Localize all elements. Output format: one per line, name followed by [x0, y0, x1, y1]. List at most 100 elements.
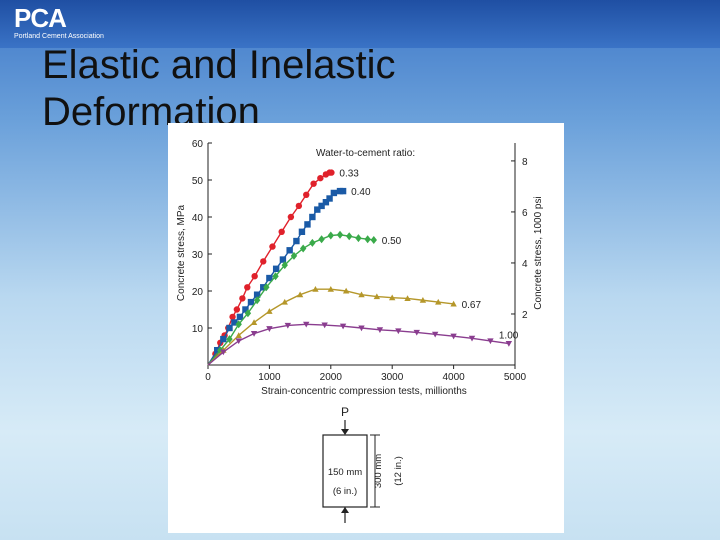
y-tick-label: 30: [192, 250, 204, 261]
data-point-square: [330, 189, 338, 197]
data-point-circle: [295, 202, 303, 210]
series-0-40: 0.40: [207, 187, 371, 366]
data-point-diamond: [281, 261, 288, 270]
data-point-triangle-up: [358, 291, 365, 298]
x-tick-label: 1000: [258, 372, 281, 383]
data-point-diamond: [318, 235, 325, 244]
data-point-square: [326, 195, 333, 202]
series-label: 0.50: [382, 236, 402, 247]
data-point-circle: [303, 191, 310, 198]
data-point-triangle-down: [358, 325, 365, 332]
data-point-diamond: [327, 231, 334, 240]
data-point-triangle-up: [266, 308, 273, 314]
data-point-diamond: [217, 346, 224, 355]
figure-panel: 0 1000 2000 3000 4000 5000 10 20 30 40 50 60 2 4 6 8 0.…: [168, 123, 564, 533]
x-tick-label: 5000: [504, 372, 527, 383]
data-point-circle: [317, 174, 324, 182]
data-point-triangle-down: [395, 328, 402, 335]
bottom-load-arrowhead-icon: [341, 507, 349, 513]
data-point-square: [247, 298, 255, 306]
data-point-square: [318, 202, 325, 210]
axes: 0 1000 2000 3000 4000 5000 10 20 30 40 50 60 2 4 6 8: [192, 139, 528, 383]
y-tick-label: 50: [192, 176, 204, 187]
data-point-diamond: [346, 232, 353, 241]
data-point-circle: [278, 228, 285, 235]
data-point-circle: [310, 180, 317, 187]
series-0-67: 0.67: [207, 285, 482, 366]
x-tick-label: 0: [205, 372, 211, 383]
x-axis-label: Strain-concentric compression tests, mil…: [261, 386, 467, 397]
data-point-square: [253, 291, 261, 298]
series-line: [207, 323, 509, 366]
pca-logo: PCA Portland Cement Association: [14, 4, 104, 41]
data-point-circle: [251, 273, 258, 280]
series-1-00: 1.00: [207, 321, 519, 366]
data-point-square: [293, 237, 300, 245]
data-point-triangle-down: [413, 329, 420, 336]
data-point-triangle-up: [342, 287, 350, 294]
data-point-triangle-down: [468, 335, 476, 342]
load-label-p: P: [341, 405, 349, 419]
x-tick-label: 4000: [442, 372, 465, 383]
logo-subtext: Portland Cement Association: [14, 33, 104, 40]
data-point-triangle-up: [281, 298, 288, 305]
data-point-diamond: [299, 244, 307, 253]
y-tick-label: 40: [192, 213, 204, 224]
data-point-square: [236, 313, 244, 321]
y2-tick-label: 4: [522, 259, 528, 270]
top-load-arrowhead-icon: [341, 429, 349, 435]
width-label-mm: 150 mm: [328, 467, 362, 478]
data-point-diamond: [364, 235, 371, 244]
data-point-triangle-down: [487, 338, 494, 345]
data-point-triangle-down: [376, 327, 384, 334]
data-point-square: [220, 335, 227, 343]
data-point-diamond: [355, 234, 362, 243]
data-point-square: [314, 206, 321, 213]
y-tick-label: 20: [192, 287, 204, 298]
data-point-diamond: [253, 296, 261, 305]
data-point-square: [266, 274, 273, 282]
data-point-triangle-up: [312, 285, 319, 292]
cylinder-specimen: [322, 434, 368, 508]
data-point-circle: [269, 243, 276, 250]
data-point-square: [286, 247, 293, 254]
data-point-triangle-down: [220, 349, 227, 356]
series-label: 0.40: [351, 187, 371, 198]
y2-tick-label: 8: [522, 157, 528, 168]
data-point-diamond: [272, 272, 279, 281]
data-point-triangle-down: [284, 322, 292, 329]
data-point-triangle-down: [235, 338, 242, 345]
data-point-triangle-down: [339, 323, 347, 330]
data-point-triangle-up: [327, 285, 334, 292]
series-group: 0.33 0.40 0.50 0.67 1.00: [207, 169, 519, 366]
data-point-square: [272, 265, 280, 272]
data-point-triangle-down: [321, 322, 328, 329]
data-point-circle: [287, 213, 295, 221]
data-point-square: [242, 306, 249, 313]
data-point-square: [322, 199, 330, 206]
data-point-circle: [244, 284, 251, 291]
data-point-triangle-down: [505, 340, 513, 347]
data-point-triangle-up: [435, 298, 442, 305]
data-point-square: [279, 256, 287, 263]
header-bar: [0, 0, 720, 48]
series-line: [207, 288, 454, 366]
y-tick-label: 60: [192, 139, 204, 150]
height-label-in: (12 in.): [393, 456, 404, 486]
data-point-square: [339, 187, 347, 195]
data-point-circle: [328, 169, 335, 176]
data-point-square: [226, 324, 233, 332]
data-point-triangle-down: [250, 330, 258, 337]
data-point-circle: [233, 306, 241, 313]
width-label-in: (6 in.): [333, 486, 357, 497]
data-point-triangle-down: [266, 326, 273, 332]
y2-tick-label: 6: [522, 208, 528, 219]
data-point-diamond: [226, 335, 233, 344]
data-point-circle: [260, 258, 267, 265]
data-point-triangle-up: [419, 297, 427, 303]
y2-tick-label: 2: [522, 310, 528, 321]
data-point-triangle-up: [450, 300, 457, 307]
data-point-diamond: [370, 235, 377, 244]
x-tick-label: 3000: [381, 372, 404, 383]
data-point-diamond: [309, 238, 316, 247]
